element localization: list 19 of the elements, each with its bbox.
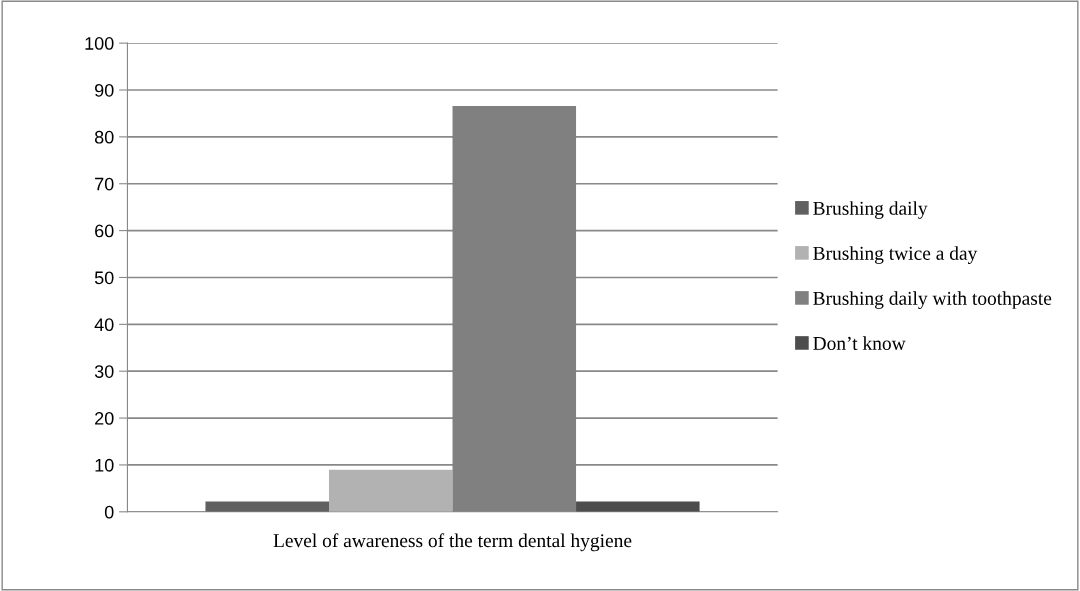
y-tick-label: 40 — [94, 318, 114, 332]
y-tick-label: 80 — [94, 130, 114, 144]
x-axis-title: Level of awareness of the term dental hygiene — [273, 533, 632, 552]
y-tick-label: 0 — [104, 505, 114, 519]
y-tick-label: 60 — [95, 224, 114, 238]
y-tick-label: 90 — [95, 83, 114, 97]
legend-label: Brushing daily with toothpaste — [813, 291, 1052, 309]
legend-label: Brushing twice a day — [813, 246, 978, 264]
y-tick-label: 20 — [95, 412, 114, 425]
legend-label: Don’t know — [813, 336, 906, 350]
bar — [576, 501, 700, 512]
bar — [205, 501, 329, 512]
y-tick-label: 30 — [94, 365, 114, 378]
y-tick-label: 100 — [85, 37, 114, 50]
y-tick-label: 70 — [95, 177, 114, 191]
legend-label: Brushing daily — [813, 201, 928, 219]
y-tick-label: 10 — [95, 458, 114, 472]
bar — [328, 469, 453, 512]
y-tick-label: 50 — [94, 271, 114, 285]
